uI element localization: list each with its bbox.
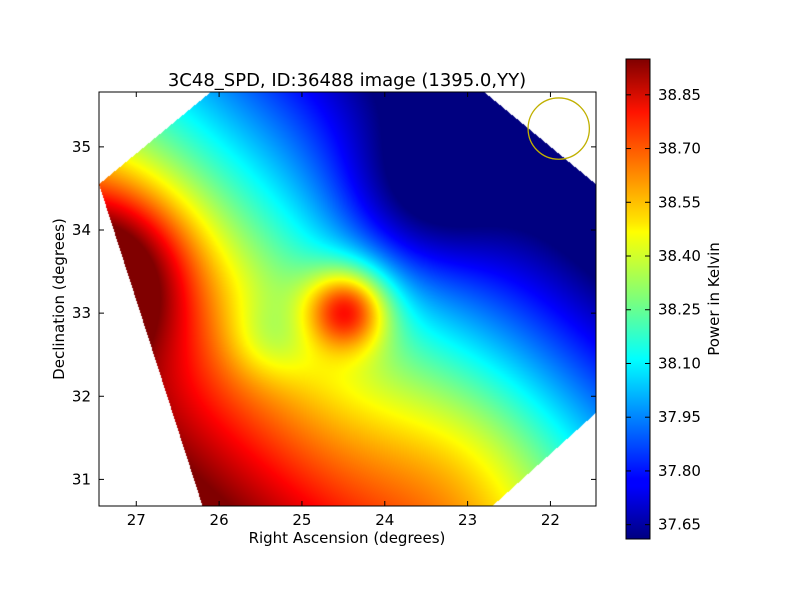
plot-frame <box>98 91 597 507</box>
x-tick-label: 23 <box>458 511 477 529</box>
y-tick-label: 33 <box>72 304 91 322</box>
beam-marker <box>527 97 591 160</box>
x-tick-label: 26 <box>210 511 229 529</box>
colorbar-tick-label: 37.80 <box>658 462 701 480</box>
colorbar-tick-label: 38.85 <box>658 86 701 104</box>
y-tick-label: 31 <box>72 470 91 488</box>
x-tick-label: 24 <box>375 511 394 529</box>
x-axis-label: Right Ascension (degrees) <box>249 529 446 547</box>
colorbar-tick-label: 38.55 <box>658 193 701 211</box>
colorbar <box>625 58 651 540</box>
y-tick-label: 34 <box>72 221 91 239</box>
y-axis: 31 32 33 34 35 <box>72 138 596 488</box>
heatmap-area <box>99 92 596 506</box>
colorbar-tick-label: 38.25 <box>658 301 701 319</box>
heatmap-image <box>99 92 596 506</box>
colorbar-tick-label: 38.10 <box>658 354 701 372</box>
colorbar-tick-label: 37.65 <box>658 516 701 534</box>
colorbar-tick-label: 38.40 <box>658 247 701 265</box>
colorbar-label: Power in Kelvin <box>705 242 723 356</box>
colorbar-tick-label: 37.95 <box>658 408 701 426</box>
y-axis-label: Declination (degrees) <box>50 218 68 380</box>
x-axis: 27 26 25 24 23 22 <box>127 92 560 529</box>
x-tick-label: 25 <box>292 511 311 529</box>
x-tick-label: 27 <box>127 511 146 529</box>
colorbar-ticks: 37.65 37.80 37.95 38.10 38.25 38.40 38.55 38.70… <box>626 86 701 534</box>
x-tick-label: 22 <box>541 511 560 529</box>
colorbar-tick-label: 38.70 <box>658 140 701 158</box>
y-tick-label: 35 <box>72 138 91 156</box>
chart-title: 3C48_SPD, ID:36488 image (1395.0,YY) <box>168 70 526 91</box>
y-tick-label: 32 <box>72 387 91 405</box>
